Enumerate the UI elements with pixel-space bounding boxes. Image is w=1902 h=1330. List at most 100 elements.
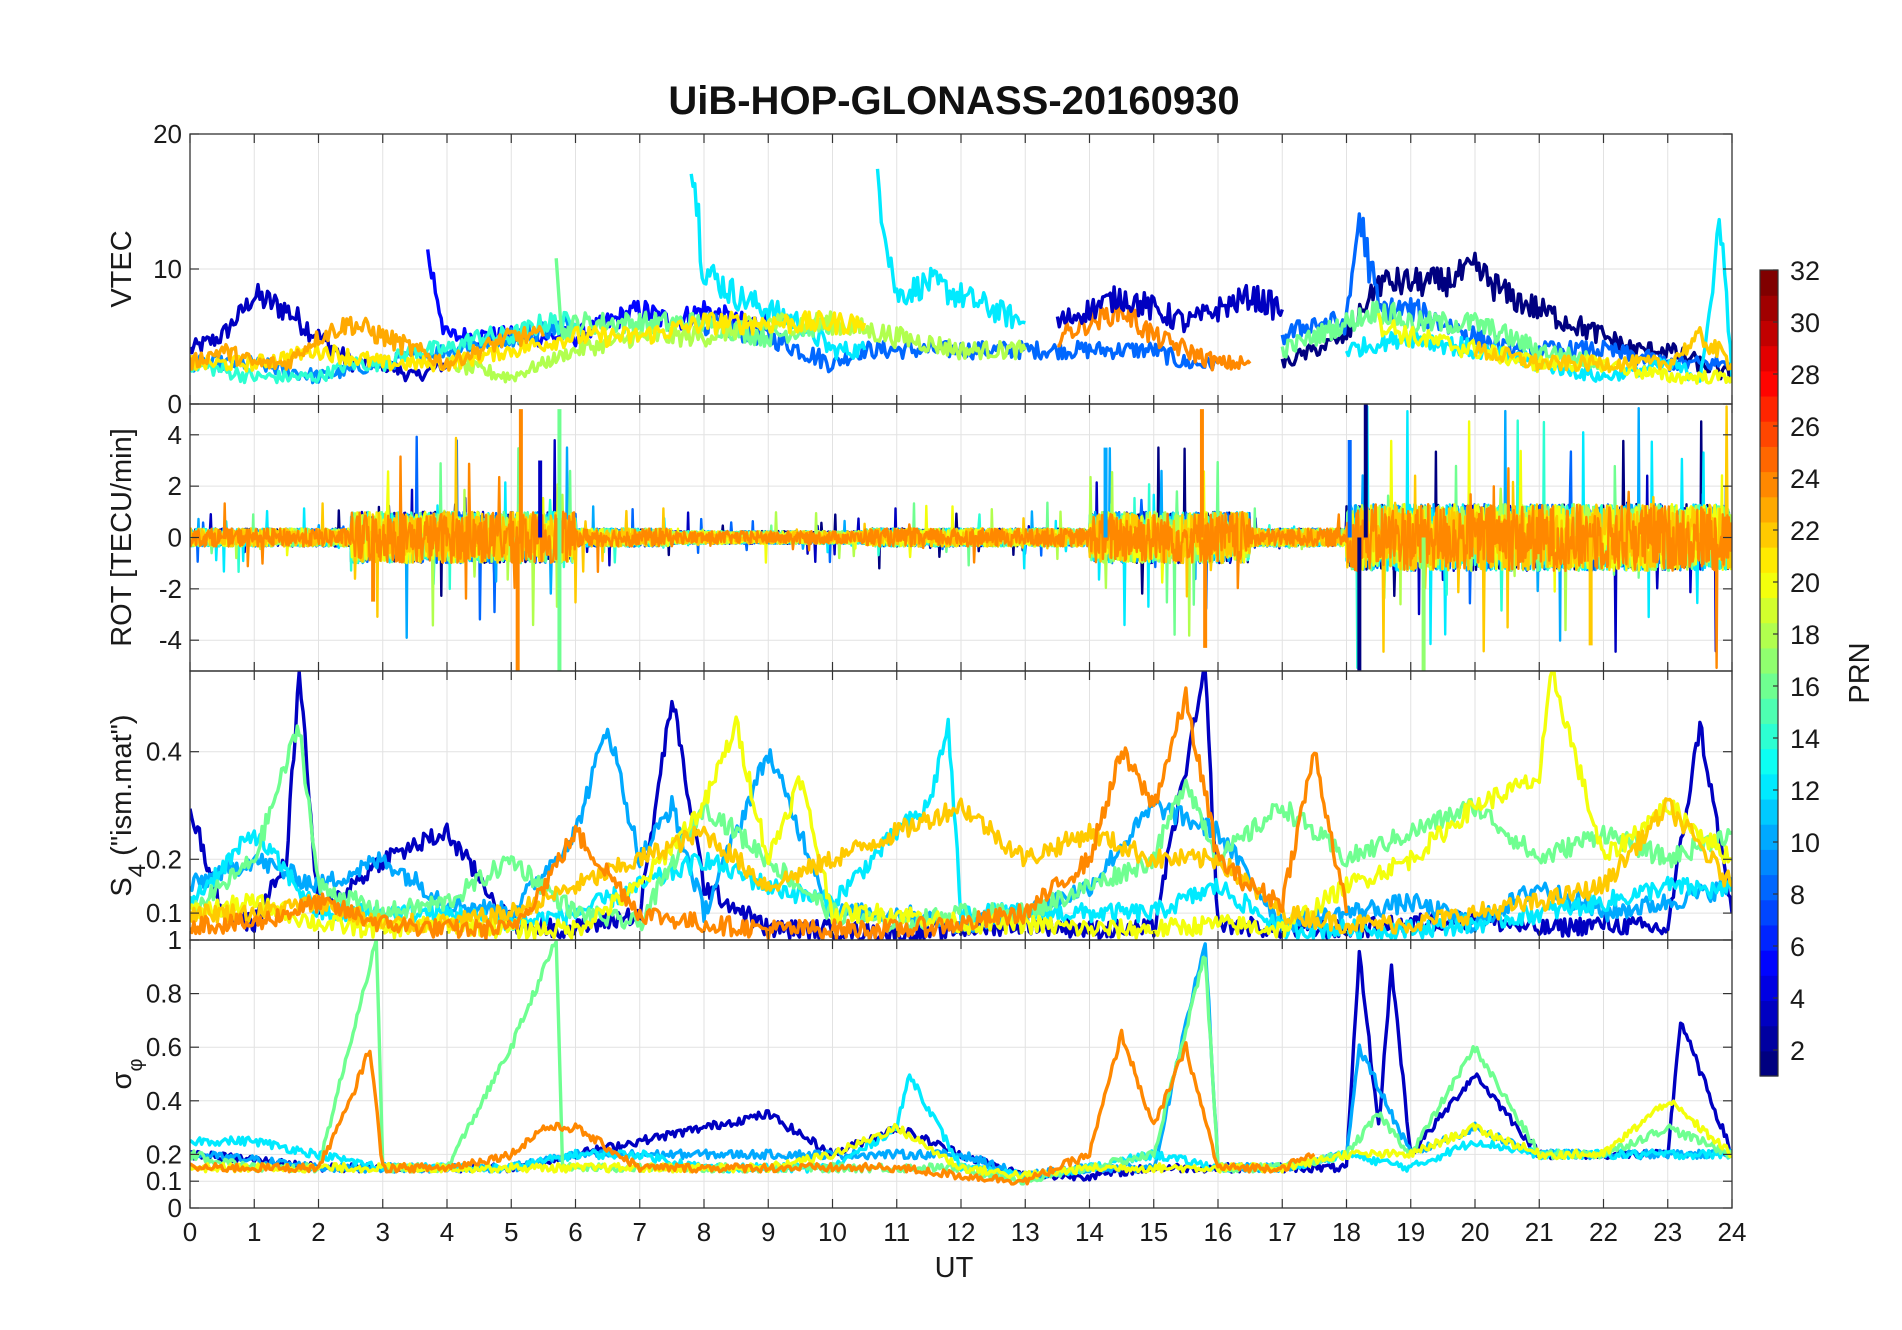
- x-tick-label: 15: [1139, 1217, 1168, 1247]
- y-tick-label: 10: [153, 254, 182, 284]
- series-line-prn-23: [190, 315, 546, 372]
- series-line-prn-24: [190, 455, 1732, 670]
- colorbar-swatch: [1760, 899, 1778, 926]
- colorbar-swatch: [1760, 521, 1778, 548]
- x-tick-label: 19: [1396, 1217, 1425, 1247]
- y-label-main: σ: [106, 1071, 138, 1089]
- colorbar-swatch: [1760, 345, 1778, 372]
- colorbar-swatch: [1760, 572, 1778, 599]
- x-tick-label: 22: [1589, 1217, 1618, 1247]
- colorbar-swatch: [1760, 673, 1778, 699]
- series-line-prn-18: [445, 310, 1027, 384]
- colorbar-swatch: [1760, 270, 1778, 296]
- colorbar-swatch: [1760, 496, 1778, 523]
- colorbar-tick-label: 2: [1790, 1036, 1805, 1066]
- y-tick-label: 0.8: [146, 979, 182, 1009]
- x-tick-label: 4: [440, 1217, 454, 1247]
- x-axis-label: UT: [935, 1252, 974, 1284]
- y-label-sub: φ: [125, 1059, 147, 1072]
- colorbar-swatch: [1760, 1050, 1778, 1077]
- x-tick-label: 11: [883, 1217, 910, 1247]
- y-axis-label: VTEC: [106, 230, 138, 307]
- y-tick-label: 2: [168, 471, 182, 501]
- y-tick-label: 0.4: [146, 1086, 182, 1116]
- x-tick-label: 10: [818, 1217, 847, 1247]
- y-label-main: S: [106, 877, 138, 896]
- colorbar-tick-label: 18: [1790, 620, 1820, 650]
- y-tick-label: 1: [168, 925, 182, 955]
- series-group: [190, 940, 1732, 1186]
- colorbar-tick-label: 4: [1790, 984, 1805, 1014]
- colorbar-swatch: [1760, 647, 1778, 674]
- colorbar-tick-label: 24: [1790, 464, 1820, 494]
- colorbar-swatch: [1760, 1000, 1778, 1027]
- series-group: [190, 404, 1732, 671]
- series-group: [190, 671, 1732, 940]
- y-tick-label: -4: [159, 625, 182, 655]
- colorbar-tick-label: 10: [1790, 828, 1820, 858]
- x-tick-label: 5: [504, 1217, 518, 1247]
- y-tick-label: 0: [168, 389, 182, 419]
- x-tick-label: 14: [1075, 1217, 1104, 1247]
- colorbar-swatch: [1760, 622, 1778, 649]
- y-label-rest: ("ism.mat"): [106, 714, 138, 863]
- y-tick-label: 0: [168, 1193, 182, 1223]
- figure-title: UiB-HOP-GLONASS-20160930: [668, 79, 1239, 123]
- x-tick-label: 8: [697, 1217, 711, 1247]
- colorbar-swatch: [1760, 421, 1778, 447]
- y-tick-label: 20: [153, 119, 182, 149]
- colorbar-swatch: [1760, 773, 1778, 800]
- series-line-prn-22: [1473, 326, 1732, 373]
- colorbar-swatch: [1760, 597, 1778, 624]
- colorbar-swatch: [1760, 446, 1778, 473]
- x-tick-label: 2: [311, 1217, 325, 1247]
- panel-vtec: 0 10 20 VTEC: [106, 119, 1733, 419]
- y-tick-label: 0.1: [146, 898, 182, 928]
- colorbar-swatch: [1760, 824, 1778, 850]
- series-line-prn-24: [1057, 299, 1252, 372]
- colorbar-tick-label: 16: [1790, 672, 1820, 702]
- colorbar-swatch: [1760, 471, 1778, 498]
- colorbar-swatch: [1760, 547, 1778, 573]
- x-tick-label: 6: [568, 1217, 582, 1247]
- y-tick-label: 4: [168, 420, 182, 450]
- y-label-sub: 4: [124, 864, 151, 877]
- y-axis-label: σφ: [106, 1059, 147, 1090]
- y-tick-label: 0.6: [146, 1032, 182, 1062]
- colorbar-tick-label: 20: [1790, 568, 1820, 598]
- y-tick-label: 0: [168, 523, 182, 553]
- x-tick-label: 13: [1011, 1217, 1040, 1247]
- series-line-prn-12: [689, 173, 867, 361]
- colorbar-tick-label: 12: [1790, 776, 1820, 806]
- series-line-prn-20: [1376, 312, 1732, 385]
- y-tick-label: 0.1: [146, 1166, 182, 1196]
- series-group: [190, 168, 1732, 385]
- colorbar-tick-label: 32: [1790, 256, 1820, 286]
- series-line-prn-12: [875, 168, 1026, 330]
- x-tick-label: 3: [376, 1217, 390, 1247]
- colorbar-swatch: [1760, 924, 1778, 951]
- colorbar-tick-label: 28: [1790, 360, 1820, 390]
- colorbar-swatch: [1760, 748, 1778, 775]
- y-tick-label: 0.4: [146, 737, 182, 767]
- y-axis-label: ROT [TECU/min]: [106, 428, 138, 647]
- colorbar-swatch: [1760, 723, 1778, 750]
- colorbar-swatch: [1760, 370, 1778, 397]
- x-tick-label: 21: [1525, 1217, 1554, 1247]
- colorbar-swatch: [1760, 798, 1778, 825]
- colorbar-frame: [1759, 269, 1779, 1077]
- colorbar-swatch: [1760, 950, 1778, 976]
- colorbar-swatch: [1760, 849, 1778, 876]
- colorbar-swatch: [1760, 698, 1778, 724]
- colorbar-tick-label: 8: [1790, 880, 1805, 910]
- x-tick-label: 9: [761, 1217, 775, 1247]
- colorbar-label: PRN: [1844, 642, 1876, 703]
- panel-s4: 0.10.20.4S4 ("ism.mat"): [106, 670, 1733, 941]
- series-line-prn-3: [190, 282, 449, 383]
- series-line-prn-16: [1280, 300, 1606, 373]
- x-tick-label: 17: [1268, 1217, 1297, 1247]
- colorbar-tick-label: 26: [1790, 412, 1820, 442]
